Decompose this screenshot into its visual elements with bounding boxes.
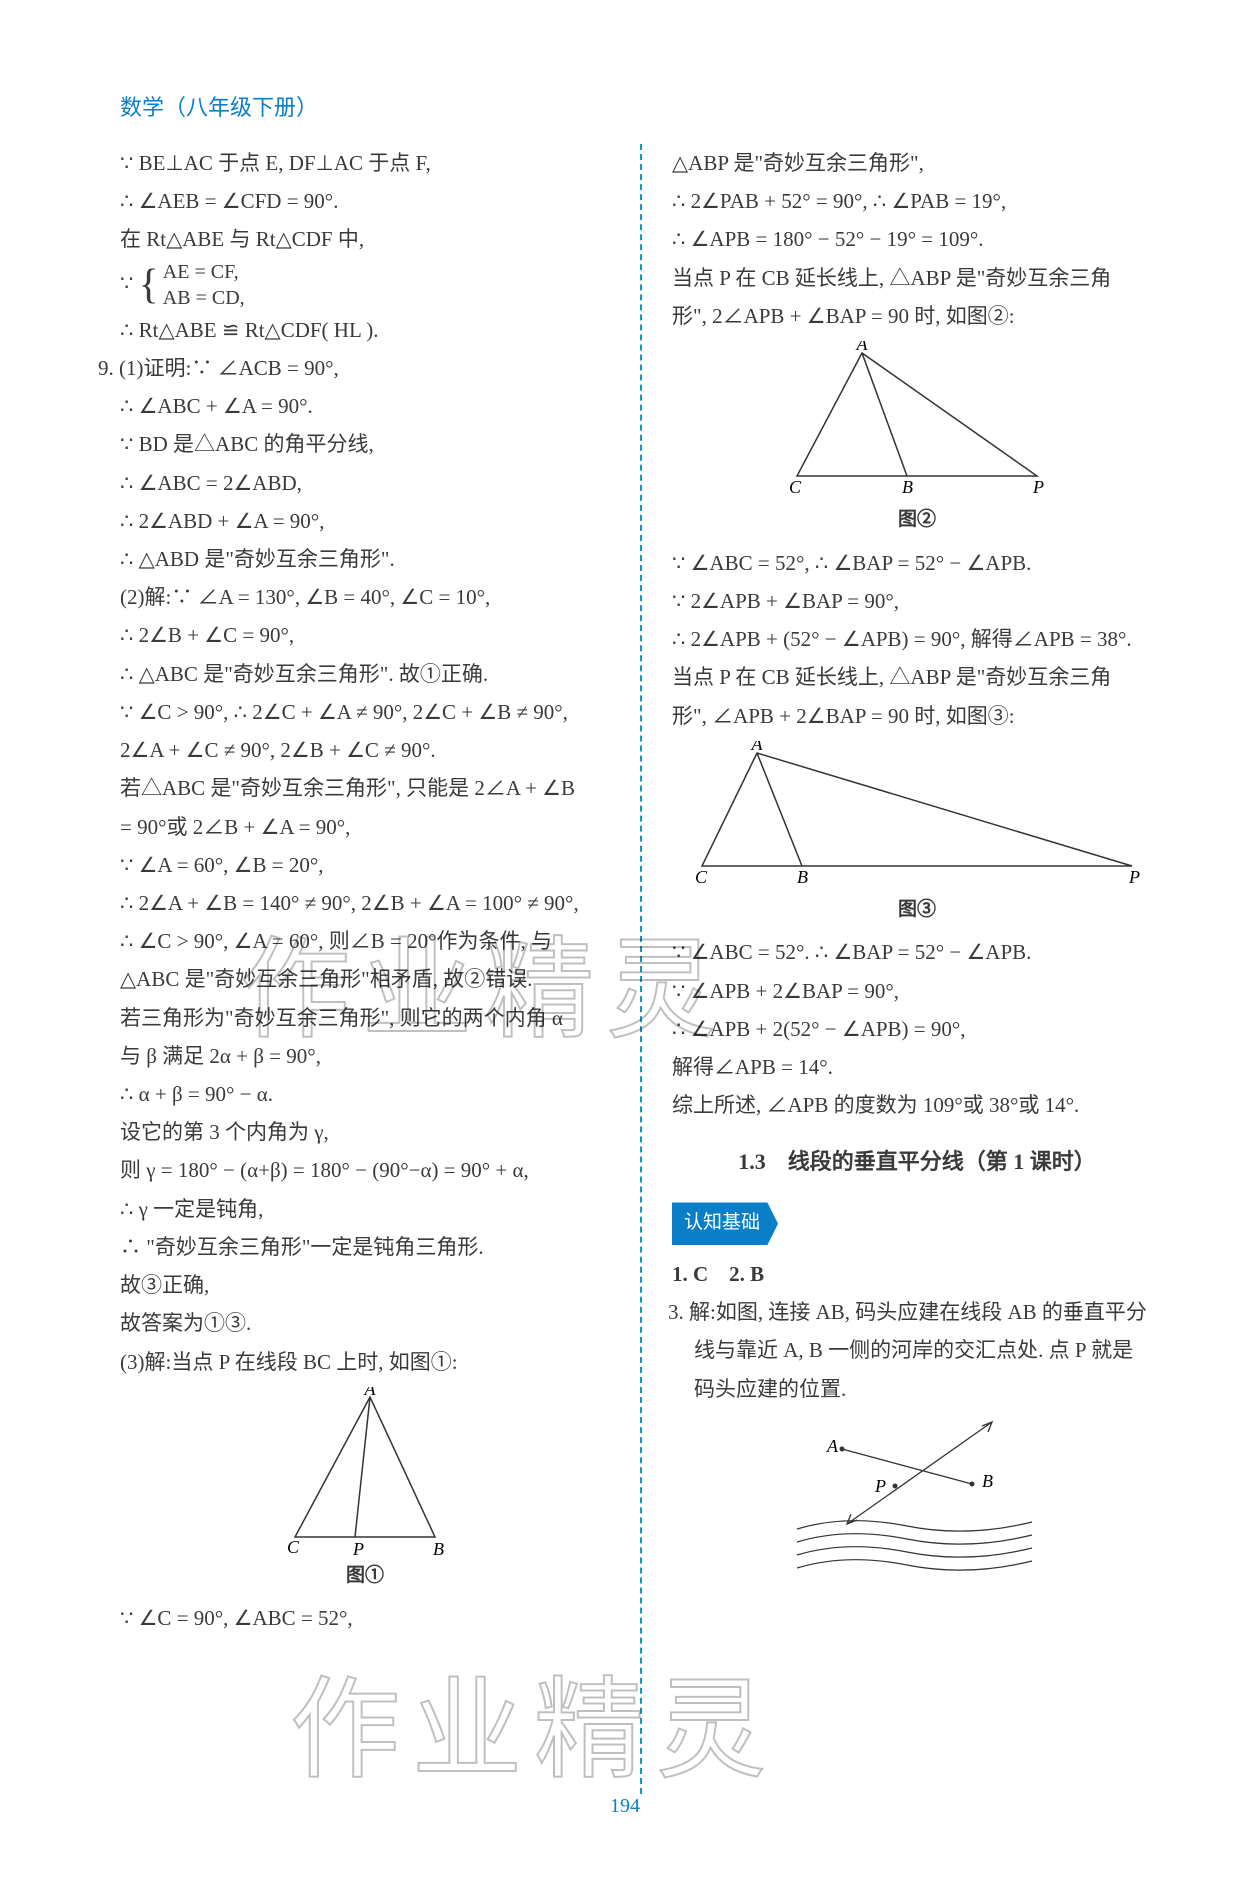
figure-3: A C B P 图③ bbox=[672, 741, 1162, 928]
line: 若三角形为"奇妙互余三角形", 则它的两个内角 α bbox=[120, 999, 610, 1037]
figure-1: A C P B 图① bbox=[120, 1387, 610, 1594]
svg-text:A: A bbox=[751, 741, 764, 754]
line: ∴ 2∠B + ∠C = 90°, bbox=[120, 616, 610, 654]
line: ∵ ∠ABC = 52°, ∴ ∠BAP = 52° − ∠APB. bbox=[672, 544, 1162, 582]
line: ∵ ∠A = 60°, ∠B = 20°, bbox=[120, 846, 610, 884]
figure-2-label: 图② bbox=[672, 503, 1162, 538]
svg-text:P: P bbox=[1128, 867, 1140, 887]
line: ∴ γ 一定是钝角, bbox=[120, 1190, 610, 1228]
line: 在 Rt△ABE 与 Rt△CDF 中, bbox=[120, 220, 610, 258]
column-divider bbox=[640, 144, 642, 1794]
svg-text:P: P bbox=[874, 1476, 886, 1496]
line: ∵ 2∠APB + ∠BAP = 90°, bbox=[672, 582, 1162, 620]
figure-1-label: 图① bbox=[120, 1559, 610, 1594]
line: 则 γ = 180° − (α+β) = 180° − (90°−α) = 90… bbox=[120, 1151, 610, 1189]
answers-line: 1. C 2. B bbox=[672, 1255, 1162, 1293]
line: 形", ∠APB + 2∠BAP = 90 时, 如图③: bbox=[672, 697, 1162, 735]
brace-row: AE = CF, bbox=[163, 259, 245, 285]
line: ∴ ∠AEB = ∠CFD = 90°. bbox=[120, 182, 610, 220]
system-brace: ∵ { AE = CF, AB = CD, bbox=[120, 259, 610, 311]
figure-4: A B P bbox=[672, 1414, 1162, 1584]
line: 当点 P 在 CB 延长线上, △ABP 是"奇妙互余三角 bbox=[672, 259, 1162, 297]
line: 设它的第 3 个内角为 γ, bbox=[120, 1113, 610, 1151]
line: 若△ABC 是"奇妙互余三角形", 只能是 2∠A + ∠B bbox=[120, 769, 610, 807]
svg-text:B: B bbox=[797, 867, 808, 887]
line: 2∠A + ∠C ≠ 90°, 2∠B + ∠C ≠ 90°. bbox=[120, 731, 610, 769]
line: ∵ BE⊥AC 于点 E, DF⊥AC 于点 F, bbox=[120, 144, 610, 182]
figure-3-label: 图③ bbox=[672, 893, 1162, 928]
line: ∵ ∠ABC = 52°. ∴ ∠BAP = 52° − ∠APB. bbox=[672, 933, 1162, 971]
line: ∴ "奇妙互余三角形"一定是钝角三角形. bbox=[120, 1228, 610, 1266]
line: 综上所述, ∠APB 的度数为 109°或 38°或 14°. bbox=[672, 1086, 1162, 1124]
problem-9-3: (3)解:当点 P 在线段 BC 上时, 如图①: bbox=[120, 1343, 610, 1381]
svg-text:A: A bbox=[364, 1387, 377, 1399]
svg-text:A: A bbox=[856, 341, 869, 354]
line: ∴ α + β = 90° − α. bbox=[120, 1075, 610, 1113]
line: ∵ ∠C = 90°, ∠ABC = 52°, bbox=[120, 1599, 610, 1637]
problem-3: 3. 解:如图, 连接 AB, 码头应建在线段 AB 的垂直平分 bbox=[668, 1293, 1162, 1331]
svg-text:B: B bbox=[902, 477, 913, 497]
line: ∴ 2∠A + ∠B = 140° ≠ 90°, 2∠B + ∠A = 100°… bbox=[120, 884, 610, 922]
svg-text:C: C bbox=[789, 477, 802, 497]
line: 故③正确, bbox=[120, 1266, 610, 1304]
line: ∴ ∠ABC = 2∠ABD, bbox=[120, 464, 610, 502]
knowledge-badge: 认知基础 bbox=[672, 1202, 778, 1245]
svg-text:P: P bbox=[352, 1539, 364, 1557]
line: ∴ ∠C > 90°, ∠A = 60°, 则∠B = 20°作为条件, 与 bbox=[120, 922, 610, 960]
line: ∴ △ABC 是"奇妙互余三角形". 故①正确. bbox=[120, 655, 610, 693]
line: △ABC 是"奇妙互余三角形"相矛盾, 故②错误. bbox=[120, 960, 610, 998]
line: △ABP 是"奇妙互余三角形", bbox=[672, 144, 1162, 182]
figure-2: A C B P 图② bbox=[672, 341, 1162, 538]
line: 线与靠近 A, B 一侧的河岸的交汇点处. 点 P 就是 bbox=[694, 1331, 1162, 1369]
line: 故答案为①③. bbox=[120, 1304, 610, 1342]
left-column: ∵ BE⊥AC 于点 E, DF⊥AC 于点 F, ∴ ∠AEB = ∠CFD … bbox=[120, 144, 610, 1794]
line: 与 β 满足 2α + β = 90°, bbox=[120, 1037, 610, 1075]
svg-text:P: P bbox=[1032, 477, 1044, 497]
problem-9-2: (2)解:∵ ∠A = 130°, ∠B = 40°, ∠C = 10°, bbox=[120, 578, 610, 616]
line: ∴ Rt△ABE ≌ Rt△CDF( HL ). bbox=[120, 311, 610, 349]
content-columns: ∵ BE⊥AC 于点 E, DF⊥AC 于点 F, ∴ ∠AEB = ∠CFD … bbox=[120, 144, 1170, 1794]
svg-text:C: C bbox=[695, 867, 708, 887]
svg-text:B: B bbox=[433, 1539, 444, 1557]
line: ∴ ∠APB + 2(52° − ∠APB) = 90°, bbox=[672, 1010, 1162, 1048]
line: ∴ 2∠PAB + 52° = 90°, ∴ ∠PAB = 19°, bbox=[672, 182, 1162, 220]
svg-text:C: C bbox=[287, 1537, 300, 1557]
line: ∴ ∠APB = 180° − 52° − 19° = 109°. bbox=[672, 220, 1162, 258]
line: ∴ △ABD 是"奇妙互余三角形". bbox=[120, 540, 610, 578]
line: 当点 P 在 CB 延长线上, △ABP 是"奇妙互余三角 bbox=[672, 658, 1162, 696]
svg-text:A: A bbox=[826, 1436, 839, 1456]
line: ∵ BD 是△ABC 的角平分线, bbox=[120, 425, 610, 463]
line: ∵ ∠C > 90°, ∴ 2∠C + ∠A ≠ 90°, 2∠C + ∠B ≠… bbox=[120, 693, 610, 731]
svg-text:B: B bbox=[982, 1471, 993, 1491]
line: ∴ 2∠APB + (52° − ∠APB) = 90°, 解得∠APB = 3… bbox=[672, 620, 1162, 658]
line: 形", 2∠APB + ∠BAP = 90 时, 如图②: bbox=[672, 297, 1162, 335]
page-header: 数学（八年级下册） bbox=[120, 90, 1170, 122]
line: 解得∠APB = 14°. bbox=[672, 1048, 1162, 1086]
section-1-3-title: 1.3 线段的垂直平分线（第 1 课时） bbox=[672, 1142, 1162, 1182]
line: ∴ 2∠ABD + ∠A = 90°, bbox=[120, 502, 610, 540]
line: ∴ ∠ABC + ∠A = 90°. bbox=[120, 387, 610, 425]
problem-9-1: 9. (1)证明:∵ ∠ACB = 90°, bbox=[98, 349, 610, 387]
page-number: 194 bbox=[0, 1795, 1250, 1818]
brace-row: AB = CD, bbox=[163, 285, 245, 311]
right-column: △ABP 是"奇妙互余三角形", ∴ 2∠PAB + 52° = 90°, ∴ … bbox=[672, 144, 1162, 1794]
line: 码头应建的位置. bbox=[694, 1370, 1162, 1408]
line: ∵ ∠APB + 2∠BAP = 90°, bbox=[672, 972, 1162, 1010]
line: = 90°或 2∠B + ∠A = 90°, bbox=[120, 808, 610, 846]
